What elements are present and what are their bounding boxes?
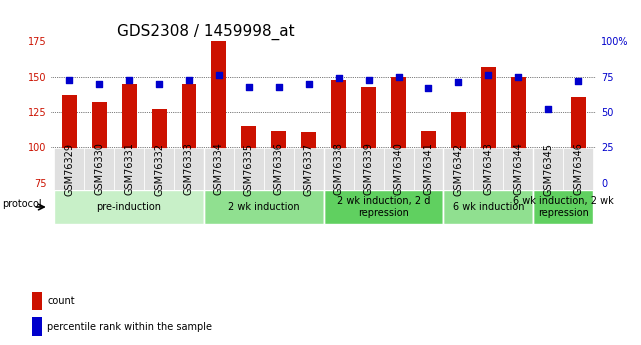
Point: [453, 80, 463, 85]
FancyBboxPatch shape: [294, 148, 324, 190]
Bar: [242, 126, 256, 183]
Bar: [271, 130, 287, 183]
Point: [543, 107, 553, 112]
Bar: [541, 177, 556, 183]
Bar: [481, 67, 496, 183]
Text: count: count: [47, 296, 75, 306]
Text: pre-induction: pre-induction: [97, 202, 162, 212]
FancyBboxPatch shape: [234, 148, 264, 190]
Text: GSM76344: GSM76344: [513, 142, 523, 196]
FancyBboxPatch shape: [533, 190, 593, 224]
FancyBboxPatch shape: [563, 148, 593, 190]
Bar: [92, 102, 106, 183]
FancyBboxPatch shape: [174, 148, 204, 190]
Text: GSM76332: GSM76332: [154, 142, 164, 196]
Text: 6 wk induction: 6 wk induction: [453, 202, 524, 212]
Point: [214, 72, 224, 78]
Bar: [151, 109, 167, 183]
Point: [64, 77, 74, 82]
FancyBboxPatch shape: [324, 148, 354, 190]
Bar: [32, 292, 42, 310]
FancyBboxPatch shape: [324, 190, 444, 224]
Text: GSM76335: GSM76335: [244, 142, 254, 196]
FancyBboxPatch shape: [114, 148, 144, 190]
FancyBboxPatch shape: [444, 190, 533, 224]
FancyBboxPatch shape: [413, 148, 444, 190]
Bar: [212, 41, 226, 183]
Bar: [181, 84, 197, 183]
Text: GSM76340: GSM76340: [394, 142, 404, 196]
Text: GSM76341: GSM76341: [424, 142, 433, 196]
Text: GSM76337: GSM76337: [304, 142, 313, 196]
Point: [274, 84, 284, 89]
Bar: [570, 97, 586, 183]
FancyBboxPatch shape: [383, 148, 413, 190]
Bar: [32, 317, 42, 335]
Point: [154, 81, 164, 87]
Text: GSM76331: GSM76331: [124, 142, 134, 196]
Text: GSM76333: GSM76333: [184, 142, 194, 196]
Point: [513, 74, 524, 79]
Bar: [62, 95, 77, 183]
Text: GSM76346: GSM76346: [573, 142, 583, 196]
FancyBboxPatch shape: [474, 148, 503, 190]
FancyBboxPatch shape: [354, 148, 383, 190]
Point: [184, 77, 194, 82]
Point: [483, 72, 494, 78]
FancyBboxPatch shape: [144, 148, 174, 190]
Bar: [451, 112, 466, 183]
Text: GSM76336: GSM76336: [274, 142, 284, 196]
FancyBboxPatch shape: [533, 148, 563, 190]
Text: GSM76345: GSM76345: [543, 142, 553, 196]
Text: GSM76342: GSM76342: [453, 142, 463, 196]
Point: [124, 77, 134, 82]
Text: GSM76343: GSM76343: [483, 142, 494, 196]
Text: protocol: protocol: [3, 199, 42, 208]
Point: [394, 74, 404, 79]
FancyBboxPatch shape: [204, 190, 324, 224]
Bar: [331, 80, 346, 183]
Text: 2 wk induction: 2 wk induction: [228, 202, 299, 212]
Point: [244, 84, 254, 89]
Text: percentile rank within the sample: percentile rank within the sample: [47, 322, 212, 332]
FancyBboxPatch shape: [84, 148, 114, 190]
Text: GDS2308 / 1459998_at: GDS2308 / 1459998_at: [117, 24, 294, 40]
Point: [94, 81, 104, 87]
FancyBboxPatch shape: [54, 148, 84, 190]
Text: GSM76329: GSM76329: [64, 142, 74, 196]
FancyBboxPatch shape: [444, 148, 474, 190]
Text: 6 wk induction, 2 wk
repression: 6 wk induction, 2 wk repression: [513, 196, 613, 218]
Text: GSM76334: GSM76334: [214, 142, 224, 196]
Bar: [301, 132, 316, 183]
Point: [423, 85, 433, 91]
Bar: [421, 130, 436, 183]
Text: GSM76338: GSM76338: [334, 142, 344, 196]
Bar: [122, 84, 137, 183]
FancyBboxPatch shape: [54, 190, 204, 224]
Point: [573, 78, 583, 84]
FancyBboxPatch shape: [503, 148, 533, 190]
Text: GSM76339: GSM76339: [363, 142, 374, 196]
Bar: [361, 87, 376, 183]
Text: GSM76330: GSM76330: [94, 142, 104, 196]
FancyBboxPatch shape: [264, 148, 294, 190]
Point: [363, 77, 374, 82]
FancyBboxPatch shape: [204, 148, 234, 190]
Point: [333, 76, 344, 81]
Text: 2 wk induction, 2 d
repression: 2 wk induction, 2 d repression: [337, 196, 430, 218]
Bar: [391, 77, 406, 183]
Bar: [511, 77, 526, 183]
Point: [304, 81, 314, 87]
